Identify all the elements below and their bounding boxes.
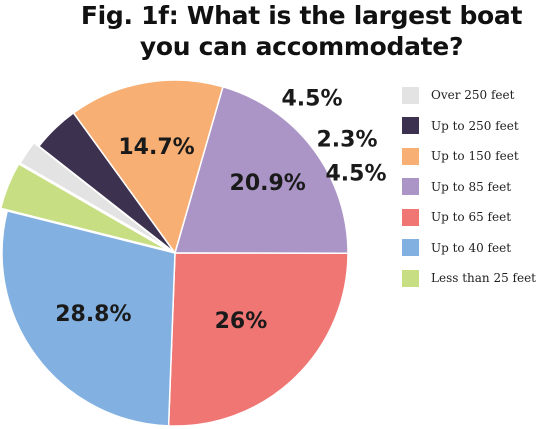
legend-label: Up to 40 feet xyxy=(431,240,512,255)
chart-title-line-1: Fig. 1f: What is the largest boat xyxy=(80,1,523,30)
pie-slice xyxy=(1,210,176,427)
legend-swatch xyxy=(402,147,419,165)
legend-label: Up to 85 feet xyxy=(431,179,512,194)
slice-data-label: 26% xyxy=(215,309,268,334)
slice-data-label: 4.5% xyxy=(281,87,342,112)
slice-data-label: 2.3% xyxy=(316,128,377,153)
legend-swatch xyxy=(402,239,419,257)
pie-slice xyxy=(0,163,170,252)
slice-data-label: 14.7% xyxy=(118,135,194,160)
legend-item: Up to 65 feet xyxy=(402,202,543,233)
legend-label: Up to 65 feet xyxy=(431,210,512,225)
legend: Over 250 feet Up to 250 feet Up to 150 f… xyxy=(402,80,543,294)
chart-title-line-2: you can accommodate? xyxy=(139,32,464,61)
pie-slice xyxy=(174,86,349,255)
legend-swatch xyxy=(402,208,419,226)
legend-item: Up to 250 feet xyxy=(402,111,543,142)
legend-item: Up to 85 feet xyxy=(402,172,543,203)
chart-title: Fig. 1f: What is the largest boat you ca… xyxy=(60,0,543,62)
legend-swatch xyxy=(402,86,419,104)
pie-slice xyxy=(72,79,224,254)
legend-label: Up to 150 feet xyxy=(431,149,519,164)
slice-data-label: 4.5% xyxy=(325,162,386,187)
legend-swatch xyxy=(402,269,419,287)
legend-label: Less than 25 feet xyxy=(431,271,536,286)
pie-slice xyxy=(167,252,349,427)
slice-data-label: 20.9% xyxy=(230,171,306,196)
legend-item: Up to 150 feet xyxy=(402,141,543,172)
legend-item: Up to 40 feet xyxy=(402,233,543,264)
legend-swatch xyxy=(402,178,419,196)
legend-item: Over 250 feet xyxy=(402,80,543,111)
legend-label: Over 250 feet xyxy=(431,88,515,103)
slice-data-label: 28.8% xyxy=(55,302,131,327)
legend-item: Less than 25 feet xyxy=(402,263,543,294)
legend-swatch xyxy=(402,117,419,135)
pie-chart: 2.3% 4.5% 14.7% 20.9% 26% 28.8% 4.5% xyxy=(0,79,387,427)
pie-slice xyxy=(19,142,171,251)
legend-label: Up to 250 feet xyxy=(431,118,519,133)
